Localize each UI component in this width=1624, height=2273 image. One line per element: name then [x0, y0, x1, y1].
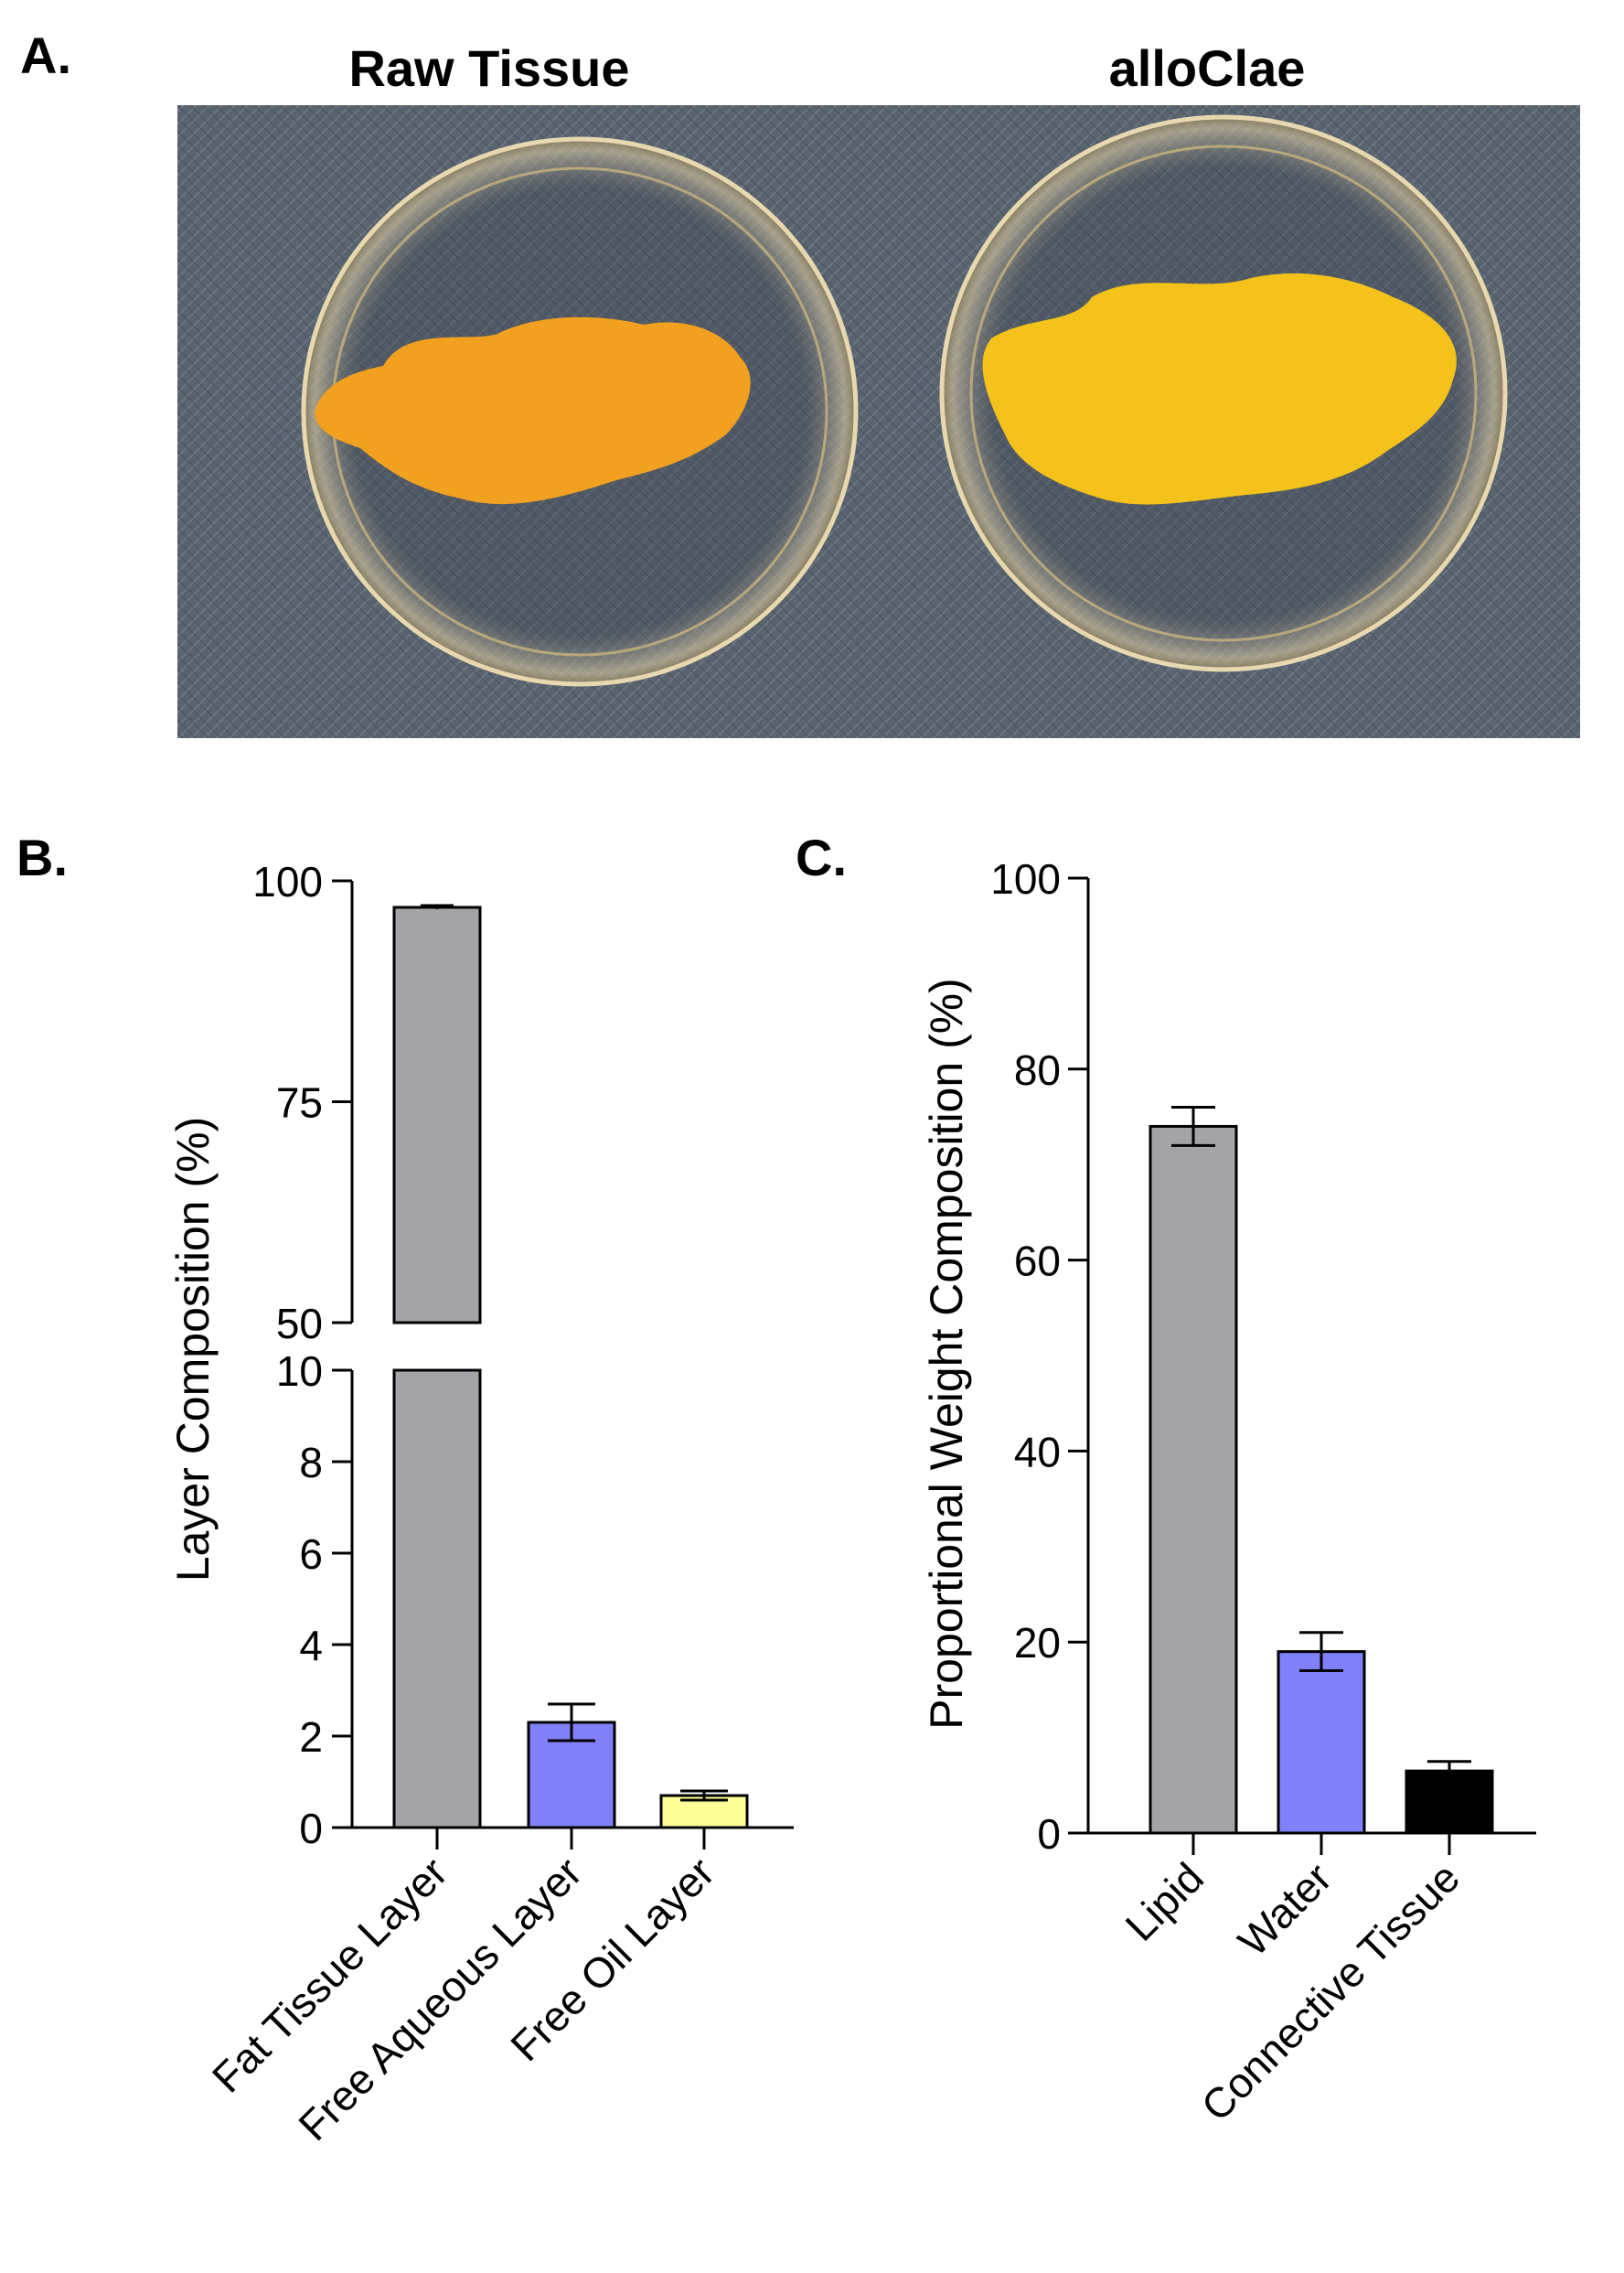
panel-b-letter: B. — [16, 829, 68, 886]
chart-c-y-axis-label: Proportional Weight Composition (%) — [921, 978, 972, 1730]
y-tick-label: 8 — [299, 1439, 323, 1486]
y-tick-label: 0 — [1037, 1810, 1061, 1858]
bar — [1277, 1650, 1366, 1835]
raw-tissue-sample — [315, 316, 751, 505]
y-tick-label: 10 — [276, 1347, 323, 1395]
chart-b-y-axis-label: Layer Composition (%) — [167, 1117, 219, 1582]
alloclae-sample — [982, 273, 1457, 505]
x-tick-label: Fat Tissue Layer — [203, 1848, 456, 2101]
raw-tissue-dish — [301, 136, 859, 687]
y-tick-label: 4 — [299, 1622, 323, 1669]
alloclae-title: alloClae — [1108, 39, 1306, 97]
y-tick-label: 100 — [252, 858, 323, 906]
y-tick-label: 20 — [1014, 1619, 1061, 1667]
bar — [1405, 1769, 1494, 1835]
raw-tissue-title: Raw Tissue — [348, 39, 630, 97]
x-tick-label: Water — [1229, 1853, 1341, 1965]
panel-a-letter: A. — [20, 27, 71, 84]
y-tick-label: 2 — [299, 1713, 323, 1761]
alloclae-dish — [939, 114, 1508, 672]
bar — [1149, 1124, 1238, 1835]
y-tick-label: 40 — [1014, 1428, 1061, 1475]
y-tick-label: 60 — [1014, 1238, 1061, 1285]
x-tick-label: Lipid — [1116, 1853, 1213, 1950]
bar — [392, 1368, 482, 1829]
y-tick-label: 75 — [276, 1079, 323, 1127]
bar — [392, 906, 482, 1324]
y-tick-label: 0 — [299, 1805, 323, 1852]
y-tick-label: 50 — [276, 1300, 323, 1347]
y-tick-label: 80 — [1014, 1046, 1061, 1094]
tissue-photo — [177, 105, 1580, 738]
x-tick-label: Connective Tissue — [1192, 1853, 1469, 2130]
y-tick-label: 6 — [299, 1530, 323, 1578]
y-tick-label: 100 — [990, 855, 1061, 903]
panel-c-letter: C. — [796, 829, 847, 886]
